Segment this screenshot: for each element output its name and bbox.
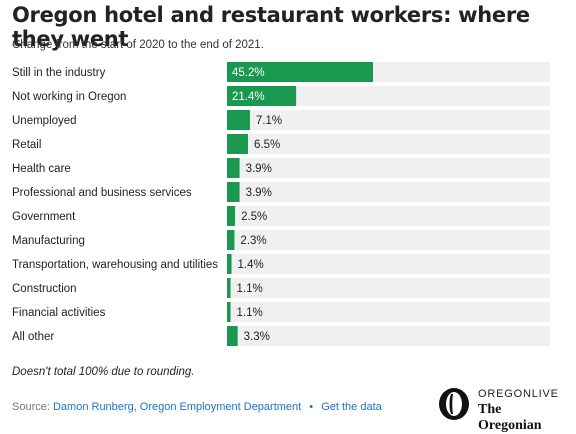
- category-label: Construction: [12, 283, 77, 295]
- value-label: 6.5%: [254, 139, 280, 151]
- category-label: Professional and business services: [12, 187, 192, 199]
- category-label: Not working in Oregon: [12, 91, 126, 103]
- bar: [227, 62, 373, 82]
- value-label: 3.9%: [246, 187, 272, 199]
- bar-track: [227, 230, 550, 250]
- bar-track: [227, 86, 550, 106]
- bar-track: [227, 134, 550, 154]
- bar: [227, 158, 240, 178]
- category-label: Health care: [12, 163, 71, 175]
- bar-track: [227, 158, 550, 178]
- bar-track: [227, 278, 550, 298]
- value-label: 45.2%: [232, 67, 265, 79]
- bar-track: [227, 110, 550, 130]
- logo-oregonlive-text: OREGONLIVE: [478, 388, 559, 400]
- get-the-data-link[interactable]: Get the data: [321, 401, 382, 413]
- category-label: Government: [12, 211, 76, 223]
- value-label: 1.1%: [237, 283, 263, 295]
- bar-chart: Still in the industry 45.2% Not working in…: [12, 62, 550, 346]
- bar: [227, 278, 231, 298]
- chart-subtitle: Change from the start of 2020 to the end…: [12, 39, 264, 51]
- chart-title: Oregon hotel and restaurant workers: whe…: [12, 3, 530, 51]
- bar-track: [227, 182, 550, 202]
- bar: [227, 182, 240, 202]
- bar: [227, 302, 231, 322]
- category-label: Transportation, warehousing and utilitie…: [12, 259, 218, 271]
- oregonian-o-logo-icon: [439, 388, 469, 420]
- value-label: 7.1%: [256, 115, 282, 127]
- bar: [227, 110, 250, 130]
- bar: [227, 230, 235, 250]
- category-label: Retail: [12, 139, 41, 151]
- bar-track: [227, 206, 550, 226]
- logo-oregonian-text: The Oregonian: [478, 402, 542, 433]
- source-prefix: Source:: [12, 401, 50, 413]
- oregonlive-logo[interactable]: OREGONLIVE The Oregonian: [438, 384, 566, 433]
- chart-note: Doesn't total 100% due to rounding.: [12, 366, 195, 378]
- category-label: Financial activities: [12, 307, 106, 319]
- category-label: Unemployed: [12, 115, 77, 127]
- bar: [227, 206, 236, 226]
- bar-track: [227, 302, 550, 322]
- bar-track: [227, 326, 550, 346]
- bar: [227, 326, 238, 346]
- value-label: 3.3%: [244, 331, 270, 343]
- value-label: 1.1%: [237, 307, 263, 319]
- category-label: All other: [12, 331, 54, 343]
- category-label: Manufacturing: [12, 235, 85, 247]
- bar: [227, 134, 248, 154]
- value-label: 21.4%: [232, 91, 265, 103]
- bar: [227, 254, 232, 274]
- value-label: 2.3%: [240, 235, 266, 247]
- bar: [227, 86, 297, 106]
- source-line: Source: Damon Runberg, Oregon Employment…: [12, 401, 382, 413]
- value-label: 2.5%: [241, 211, 267, 223]
- source-link[interactable]: Damon Runberg, Oregon Employment Departm…: [52, 401, 302, 413]
- value-label: 3.9%: [246, 163, 272, 175]
- bar-track: [227, 254, 550, 274]
- source-separator: •: [309, 401, 314, 413]
- category-label: Still in the industry: [12, 67, 106, 79]
- value-label: 1.4%: [238, 259, 264, 271]
